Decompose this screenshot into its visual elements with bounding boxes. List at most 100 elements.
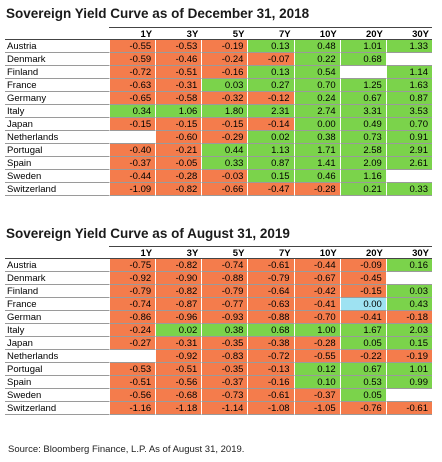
country-name: Germany [5, 92, 109, 105]
country-name: France [5, 79, 109, 92]
country-name: Switzerland [5, 402, 109, 415]
yield-cell: 0.24 [293, 92, 340, 105]
yield-cell: -0.64 [247, 285, 294, 298]
yield-cell: -0.16 [247, 376, 294, 389]
yield-cell: -0.56 [155, 376, 202, 389]
yield-cell: -0.77 [201, 298, 248, 311]
country-name: Italy [5, 105, 109, 118]
header-corner [5, 246, 109, 259]
yield-cell: -0.15 [109, 118, 156, 131]
column-header: 1Y [109, 246, 156, 259]
yield-cell: 0.49 [339, 118, 386, 131]
column-header: 5Y [201, 27, 248, 40]
yield-cell: -0.86 [109, 311, 156, 324]
yield-cell: 0.15 [385, 337, 432, 350]
header-corner [5, 27, 109, 40]
yield-cell: -0.28 [155, 170, 202, 183]
yield-cell: -0.09 [339, 259, 386, 272]
yield-cell: 2.58 [339, 144, 386, 157]
yield-cell: 1.01 [339, 40, 386, 53]
yield-cell: -0.51 [109, 376, 156, 389]
yield-cell: -0.79 [247, 272, 294, 285]
yield-cell: 0.68 [339, 53, 386, 66]
country-name: Switzerland [5, 183, 109, 196]
yield-cell: -0.61 [247, 389, 294, 402]
title-dec-2018: Sovereign Yield Curve as of December 31,… [6, 6, 310, 21]
yield-cell: -0.28 [293, 183, 340, 196]
yield-cell [385, 389, 432, 402]
yield-cell: -0.68 [155, 389, 202, 402]
yield-cell: -0.24 [201, 53, 248, 66]
yield-cell: 0.13 [247, 66, 294, 79]
yield-cell: 0.38 [293, 131, 340, 144]
yield-cell: 0.12 [293, 363, 340, 376]
country-name: Netherlands [5, 131, 109, 144]
yield-cell: -0.31 [155, 79, 202, 92]
yield-cell: -0.15 [155, 118, 202, 131]
country-name: France [5, 298, 109, 311]
yield-cell: -0.46 [155, 53, 202, 66]
yield-cell: 0.27 [247, 79, 294, 92]
yield-cell: 2.61 [385, 157, 432, 170]
yield-cell: -0.15 [339, 285, 386, 298]
yield-cell: -0.19 [201, 40, 248, 53]
yield-cell: -0.47 [247, 183, 294, 196]
column-header: 5Y [201, 246, 248, 259]
column-header: 30Y [385, 27, 432, 40]
yield-cell: -0.21 [155, 144, 202, 157]
yield-cell: -0.88 [201, 272, 248, 285]
yield-cell: -0.41 [293, 298, 340, 311]
yield-cell: -0.92 [109, 272, 156, 285]
country-name: Austria [5, 40, 109, 53]
title-aug-2019: Sovereign Yield Curve as of August 31, 2… [6, 226, 290, 241]
country-name: Sweden [5, 170, 109, 183]
yield-cell: 2.31 [247, 105, 294, 118]
yield-cell [109, 131, 156, 144]
column-header: 10Y [293, 246, 340, 259]
yield-cell: 1.41 [293, 157, 340, 170]
column-header: 3Y [155, 246, 202, 259]
yield-cell: 0.67 [339, 363, 386, 376]
yield-cell: 1.80 [201, 105, 248, 118]
yield-cell: -0.37 [201, 376, 248, 389]
yield-cell: -0.16 [201, 66, 248, 79]
yield-cell: -0.74 [201, 259, 248, 272]
yield-cell: -0.41 [339, 311, 386, 324]
yield-cell: -0.82 [155, 183, 202, 196]
yield-cell: -0.51 [155, 363, 202, 376]
yield-cell: -0.82 [155, 285, 202, 298]
yield-cell [385, 53, 432, 66]
yield-cell [109, 350, 156, 363]
yield-cell: 0.16 [385, 259, 432, 272]
yield-cell: -0.63 [247, 298, 294, 311]
yield-cell: -0.79 [109, 285, 156, 298]
yield-cell: 1.16 [339, 170, 386, 183]
yield-cell: -0.59 [109, 53, 156, 66]
yield-cell: 0.00 [293, 118, 340, 131]
column-header: 30Y [385, 246, 432, 259]
yield-cell: 0.13 [247, 40, 294, 53]
country-name: Austria [5, 259, 109, 272]
yield-cell: -1.05 [293, 402, 340, 415]
country-name: Finland [5, 66, 109, 79]
yield-cell: -0.12 [247, 92, 294, 105]
yield-cell: -0.72 [109, 66, 156, 79]
column-header: 7Y [247, 246, 294, 259]
yield-cell: 0.00 [339, 298, 386, 311]
yield-cell: 0.73 [339, 131, 386, 144]
yield-cell: 1.33 [385, 40, 432, 53]
yield-cell: -0.96 [155, 311, 202, 324]
yield-cell: -1.08 [247, 402, 294, 415]
yield-cell: -0.42 [293, 285, 340, 298]
yield-cell: 0.46 [293, 170, 340, 183]
yield-cell: 0.48 [293, 40, 340, 53]
yield-cell: 0.44 [201, 144, 248, 157]
yield-cell: -0.82 [155, 259, 202, 272]
yield-cell: -0.35 [201, 337, 248, 350]
yield-cell: 0.21 [339, 183, 386, 196]
yield-cell: 1.06 [155, 105, 202, 118]
yield-cell: 2.03 [385, 324, 432, 337]
yield-cell: 0.02 [247, 131, 294, 144]
column-header: 20Y [339, 246, 386, 259]
yield-cell [385, 272, 432, 285]
